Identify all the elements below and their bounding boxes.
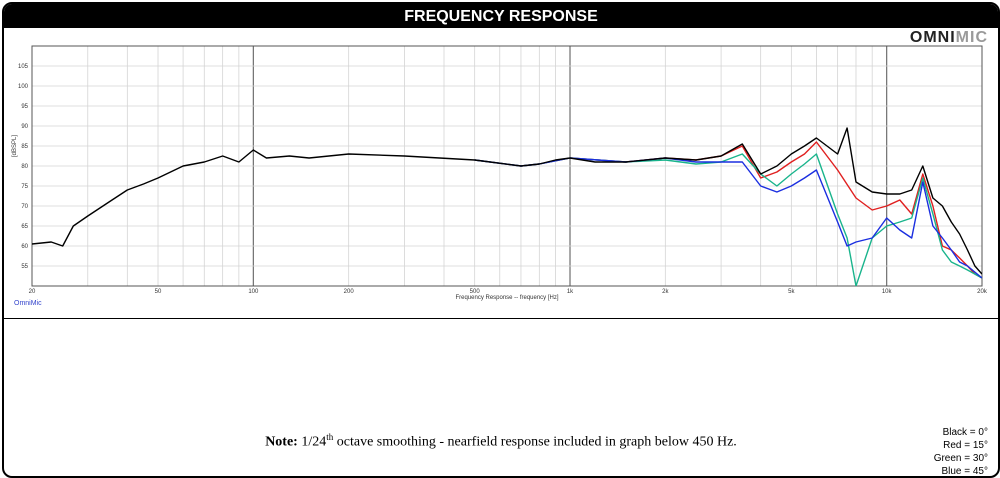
x-tick-label: 5k	[788, 289, 795, 295]
smoothing-note: Note: 1/24th octave smoothing - nearfiel…	[4, 432, 998, 451]
y-tick-label: 55	[21, 264, 28, 270]
x-tick-label: 50	[155, 289, 162, 295]
legend-item-green: Green = 30°	[933, 453, 988, 464]
x-tick-label: 100	[248, 289, 259, 295]
watermark-text: OmniMic	[14, 300, 42, 307]
frequency-response-plot: 55 60 65 70 75 80 85 90 95 100 105 20 50 100 200 500 1k 2…	[12, 45, 988, 301]
chart-title: FREQUENCY RESPONSE	[4, 4, 998, 28]
omnimic-logo: OMNIMIC	[910, 29, 988, 47]
x-tick-label: 2k	[662, 289, 669, 295]
plot-divider	[4, 318, 998, 319]
note-label: Note:	[265, 434, 298, 450]
y-tick-label: 105	[18, 64, 29, 70]
y-axis-label: [dBSPL]	[12, 135, 18, 157]
y-tick-label: 85	[21, 144, 28, 150]
note-text: octave smoothing - nearfield response in…	[336, 434, 737, 450]
legend: Black = 0° Red = 15° Green = 30° Blue = …	[933, 426, 988, 477]
x-tick-label: 20k	[977, 289, 988, 295]
x-tick-label: 1k	[567, 289, 574, 295]
x-tick-label: 500	[470, 289, 481, 295]
y-tick-label: 95	[21, 104, 28, 110]
note-sup: th	[326, 432, 334, 442]
x-tick-label: 10k	[882, 289, 893, 295]
legend-item-red: Red = 15°	[943, 440, 988, 451]
plot-border	[31, 45, 983, 287]
y-tick-label: 65	[21, 224, 28, 230]
y-tick-label: 90	[21, 124, 28, 130]
y-tick-label: 75	[21, 184, 28, 190]
x-tick-label: 20	[29, 289, 36, 295]
note-pre: 1/24	[301, 434, 327, 450]
legend-item-black: Black = 0°	[942, 427, 988, 438]
x-axis-label: Frequency Response -- frequency [Hz]	[455, 295, 558, 301]
logo-part1: OMNI	[909, 29, 956, 46]
logo-part2: MIC	[955, 29, 988, 46]
y-tick-label: 80	[21, 164, 28, 170]
series-line-black	[32, 127, 982, 275]
x-tick-label: 200	[344, 289, 355, 295]
series-line-blue	[474, 157, 982, 279]
legend-item-blue: Blue = 45°	[941, 466, 988, 477]
y-tick-label: 70	[21, 204, 28, 210]
y-tick-label: 100	[18, 84, 29, 90]
y-tick-label: 60	[21, 244, 28, 250]
